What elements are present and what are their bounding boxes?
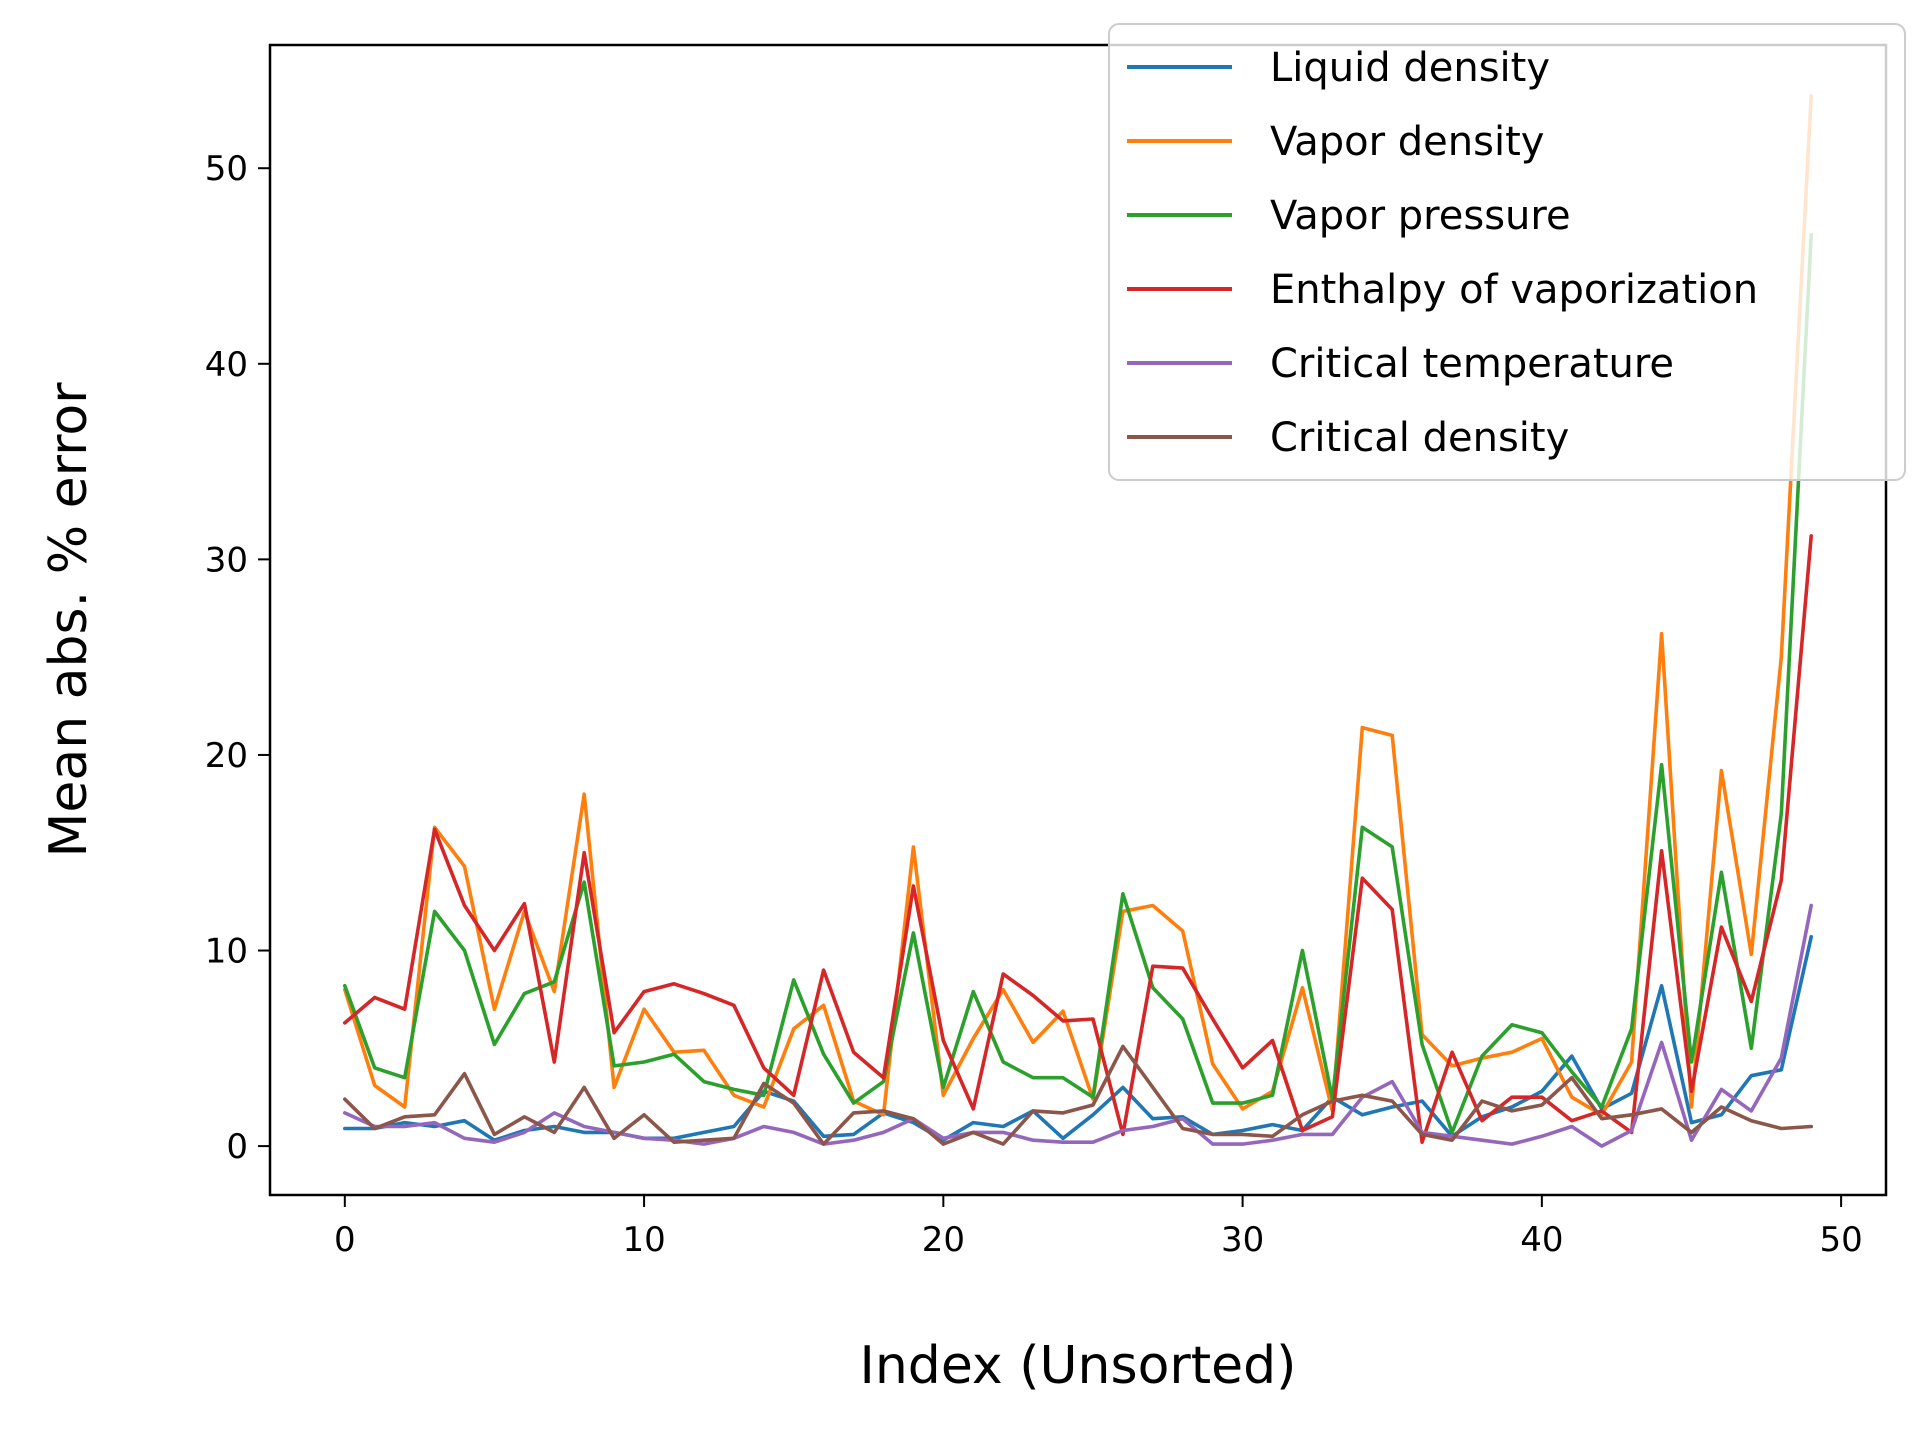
y-tick-label: 30 (205, 540, 248, 580)
y-tick-label: 50 (205, 149, 248, 189)
y-axis: 0 10 20 30 40 50 (205, 149, 270, 1167)
y-tick-label: 20 (205, 736, 248, 776)
legend-box (1108, 23, 1906, 481)
legend-label: Enthalpy of vaporization (1270, 267, 1758, 313)
y-axis-title: Mean abs. % error (39, 382, 99, 858)
y-tick-label: 10 (205, 932, 248, 972)
x-tick-label: 0 (334, 1220, 356, 1260)
x-axis-title: Index (Unsorted) (860, 1336, 1297, 1396)
x-tick-label: 40 (1520, 1220, 1563, 1260)
x-tick-label: 10 (622, 1220, 665, 1260)
x-tick-label: 20 (922, 1220, 965, 1260)
series-line-5 (342, 1044, 1813, 1146)
plot-frame (268, 43, 1888, 1197)
legend-label: Vapor density (1270, 119, 1544, 165)
series-line-2 (342, 232, 1813, 1135)
legend: Liquid density Vapor density Vapor pressur… (1108, 23, 1906, 481)
y-tick-label: 40 (205, 345, 248, 385)
legend-label: Liquid density (1270, 45, 1550, 91)
x-tick-label: 50 (1819, 1220, 1862, 1260)
y-tick-label: 0 (226, 1127, 248, 1167)
x-axis: 0 10 20 30 40 50 (334, 1195, 1863, 1260)
series-layer (342, 94, 1813, 1148)
series-line-3 (342, 534, 1813, 1144)
series-line-0 (342, 934, 1813, 1142)
legend-label: Critical temperature (1270, 341, 1674, 387)
legend-label: Vapor pressure (1270, 193, 1571, 239)
series-line-4 (342, 903, 1813, 1148)
legend-label: Critical density (1270, 415, 1569, 461)
series-line-1 (342, 94, 1813, 1117)
x-tick-label: 30 (1221, 1220, 1264, 1260)
